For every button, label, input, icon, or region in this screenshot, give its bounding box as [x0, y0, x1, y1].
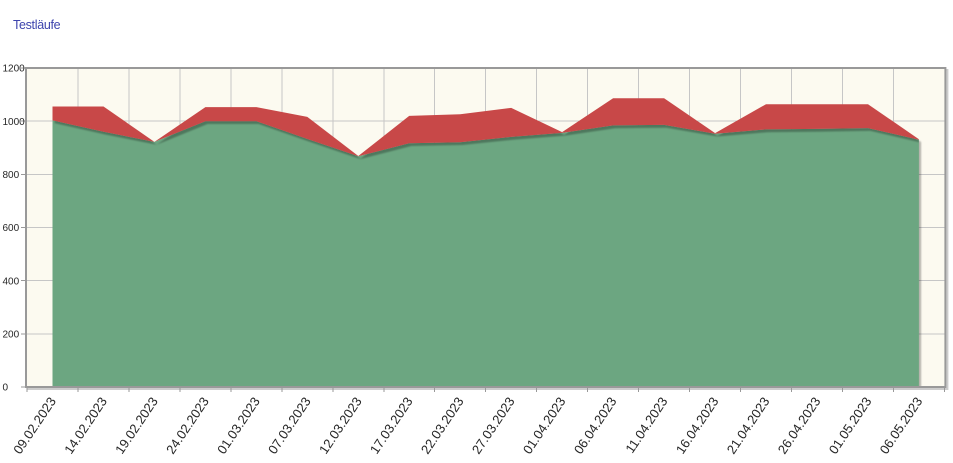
svg-text:07.03.2023: 07.03.2023: [265, 394, 314, 456]
svg-text:1000: 1000: [3, 117, 26, 128]
svg-text:27.03.2023: 27.03.2023: [469, 394, 518, 456]
svg-text:14.02.2023: 14.02.2023: [61, 394, 110, 456]
svg-text:06.05.2023: 06.05.2023: [877, 394, 926, 456]
svg-text:01.03.2023: 01.03.2023: [214, 394, 263, 456]
svg-text:0: 0: [3, 383, 9, 394]
svg-text:16.04.2023: 16.04.2023: [673, 394, 722, 456]
svg-text:01.04.2023: 01.04.2023: [520, 394, 569, 456]
svg-text:26.04.2023: 26.04.2023: [775, 394, 824, 456]
svg-text:22.03.2023: 22.03.2023: [418, 394, 467, 456]
svg-text:09.02.2023: 09.02.2023: [10, 394, 59, 456]
svg-text:17.03.2023: 17.03.2023: [367, 394, 416, 456]
svg-text:06.04.2023: 06.04.2023: [571, 394, 620, 456]
svg-text:1200: 1200: [3, 64, 26, 75]
svg-text:19.02.2023: 19.02.2023: [112, 394, 161, 456]
svg-text:12.03.2023: 12.03.2023: [316, 394, 365, 456]
svg-text:21.04.2023: 21.04.2023: [724, 394, 773, 456]
svg-text:200: 200: [3, 329, 20, 340]
svg-text:800: 800: [3, 170, 20, 181]
svg-text:01.05.2023: 01.05.2023: [826, 394, 875, 456]
svg-text:600: 600: [3, 223, 20, 234]
svg-text:24.02.2023: 24.02.2023: [163, 394, 212, 456]
svg-text:400: 400: [3, 276, 20, 287]
svg-text:11.04.2023: 11.04.2023: [622, 394, 670, 456]
